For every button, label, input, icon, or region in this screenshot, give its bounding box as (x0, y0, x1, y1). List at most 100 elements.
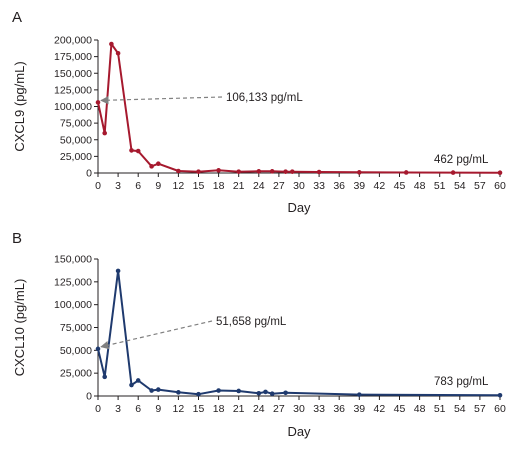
y-tick-label: 25,000 (60, 368, 92, 380)
x-tick-label: 27 (273, 403, 285, 415)
x-tick-label: 48 (414, 180, 426, 192)
data-point (102, 374, 107, 380)
y-tick-label: 175,000 (54, 51, 92, 63)
data-point (497, 170, 503, 175)
data-point (95, 346, 101, 352)
annotation-start-value: 106,133 pg/mL (226, 92, 303, 104)
annotation-end-value: 783 pg/mL (434, 376, 489, 388)
x-tick-label: 9 (155, 180, 161, 192)
x-tick-label: 12 (173, 403, 185, 415)
y-tick-label: 100,000 (54, 299, 92, 311)
annotation-end-value: 462 pg/mL (434, 154, 489, 166)
data-point (196, 169, 201, 174)
x-tick-label: 39 (353, 403, 365, 415)
data-point (196, 391, 201, 397)
x-tick-label: 45 (394, 180, 406, 192)
y-tick-label: 0 (86, 391, 92, 403)
data-point (115, 51, 121, 56)
x-tick-label: 60 (494, 180, 506, 192)
x-tick-label: 3 (115, 180, 121, 192)
data-point (316, 169, 322, 175)
data-point (357, 392, 362, 397)
panel-a: A 0 25,000 50,000 75,000 100,000 125,000 150,00… (12, 9, 506, 215)
data-point (403, 170, 409, 175)
y-tick-label: 125,000 (54, 276, 92, 288)
x-tick-label: 57 (474, 180, 486, 192)
data-point (269, 391, 275, 397)
panel-b: B 0 25,000 50,000 75,000 100,000 125,000 150,00… (12, 230, 506, 439)
y-tick-label: 150,000 (54, 68, 92, 80)
data-point (450, 170, 456, 175)
x-tick-label: 36 (333, 180, 345, 192)
x-tick-label: 24 (253, 180, 265, 192)
y-tick-label: 75,000 (60, 322, 92, 334)
x-tick-label: 24 (253, 403, 265, 415)
y-tick-label: 0 (86, 168, 92, 180)
x-tick-label: 0 (95, 180, 101, 192)
x-tick-label: 3 (115, 403, 121, 415)
x-tick-label: 51 (434, 180, 446, 192)
data-point (129, 148, 134, 153)
x-tick-label: 0 (95, 403, 101, 415)
data-point (149, 164, 154, 169)
data-point (149, 388, 154, 393)
x-tick-label: 9 (155, 403, 161, 415)
x-tick-label: 42 (374, 403, 386, 415)
x-tick-label: 30 (293, 403, 305, 415)
data-point (156, 387, 161, 392)
y-tick-label: 125,000 (54, 84, 92, 96)
data-point (95, 100, 101, 105)
x-tick-label: 54 (454, 180, 466, 192)
x-tick-label: 6 (135, 180, 141, 192)
data-point (236, 388, 241, 394)
y-tick-label: 50,000 (60, 345, 92, 357)
data-point (109, 41, 114, 47)
data-point (216, 388, 221, 393)
y-tick-label: 75,000 (60, 118, 92, 130)
data-point (156, 161, 161, 166)
x-tick-label: 27 (273, 180, 285, 192)
data-point (135, 148, 141, 154)
annotation-arrow (100, 96, 223, 105)
x-tick-label: 39 (353, 180, 365, 192)
y-tick-label: 150,000 (54, 254, 92, 266)
x-tick-label: 42 (374, 180, 386, 192)
x-tick-label: 21 (233, 403, 245, 415)
x-tick-label: 18 (213, 403, 225, 415)
y-axis-label: CXCL10 (pg/mL) (12, 279, 27, 377)
data-point (216, 168, 221, 173)
data-point (283, 390, 288, 396)
data-point (497, 392, 503, 398)
data-point (357, 170, 362, 175)
data-point (135, 378, 141, 383)
x-tick-label: 30 (293, 180, 305, 192)
data-point (290, 169, 295, 174)
data-point (269, 169, 275, 174)
x-tick-label: 18 (213, 180, 225, 192)
x-tick-label: 51 (434, 403, 446, 415)
annotation-start-value: 51,658 pg/mL (216, 316, 287, 328)
x-tick-label: 15 (193, 180, 205, 192)
y-axis-label: CXCL9 (pg/mL) (12, 61, 27, 151)
data-point (283, 169, 288, 174)
x-tick-label: 33 (313, 180, 325, 192)
x-tick-label: 45 (394, 403, 406, 415)
y-tick-label: 200,000 (54, 35, 92, 47)
x-tick-label: 48 (414, 403, 426, 415)
y-tick-label: 25,000 (60, 151, 92, 163)
y-tick-label: 50,000 (60, 134, 92, 146)
data-point (256, 169, 262, 174)
data-point (236, 169, 241, 174)
x-axis-label: Day (287, 424, 311, 439)
y-tick-label: 100,000 (54, 101, 92, 113)
panel-letter: A (12, 9, 22, 26)
x-tick-label: 6 (135, 403, 141, 415)
x-tick-label: 15 (193, 403, 205, 415)
x-tick-label: 21 (233, 180, 245, 192)
x-axis-label: Day (287, 200, 311, 215)
x-tick-label: 12 (173, 180, 185, 192)
data-point (263, 389, 268, 395)
data-point (129, 382, 134, 388)
